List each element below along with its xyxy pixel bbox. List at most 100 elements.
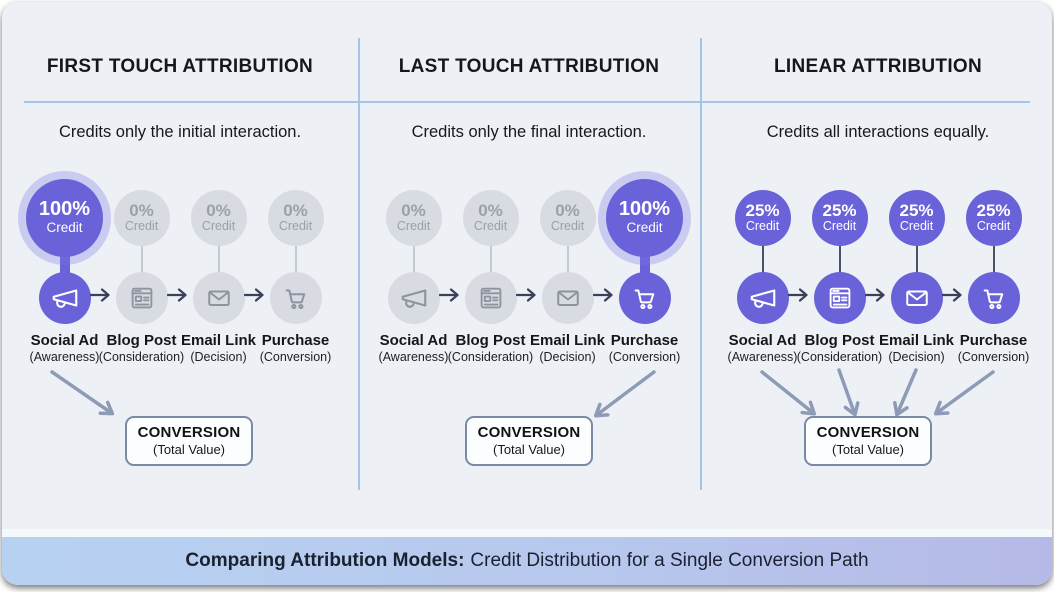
right-arrow-icon — [167, 288, 187, 302]
stage-label: (Conversion) — [957, 350, 1030, 364]
conversion-arrows — [760, 368, 995, 417]
right-arrow-icon — [942, 288, 962, 302]
connector-line — [992, 246, 995, 280]
connector-line — [489, 246, 492, 280]
footer-caption-bar: Comparing Attribution Models: Credit Dis… — [2, 537, 1052, 585]
blog-post-icon — [115, 272, 168, 324]
credit-badge: 100% Credit — [26, 179, 103, 257]
title-underline — [24, 101, 1030, 103]
credit-value: 0% — [129, 200, 154, 220]
stage-label: (Awareness) — [727, 350, 798, 364]
channel-label: Email Link — [878, 332, 955, 349]
stage-label: (Conversion) — [608, 350, 681, 364]
megaphone-icon — [736, 272, 789, 324]
channel-label: Social Ad — [379, 332, 448, 349]
credit-label: Credit — [396, 219, 431, 234]
channel-label: Purchase — [959, 332, 1028, 349]
channel-label: Purchase — [261, 332, 330, 349]
cart-icon — [269, 272, 322, 324]
connector-line — [140, 246, 143, 280]
column-subtitle: Credits all interactions equally. — [766, 123, 990, 141]
channel-label: Blog Post — [804, 332, 875, 349]
email-icon — [541, 272, 594, 324]
right-arrow-icon — [865, 288, 885, 302]
footer-gap-strip — [2, 529, 1052, 537]
conversion-box: CONVERSION (Total Value) — [11, 416, 367, 466]
funnel-stage-email-link: 0% Credit Email Link (Decision) — [529, 182, 613, 364]
connector-line — [566, 246, 569, 280]
credit-badge: 0% Credit — [462, 190, 519, 246]
credit-label: Credit — [745, 219, 780, 234]
credit-label: Credit — [899, 219, 934, 234]
column-title: LAST TOUCH ATTRIBUTION — [398, 56, 660, 77]
credit-badge: 25% Credit — [965, 190, 1022, 246]
credit-value: 0% — [478, 200, 503, 220]
connector-line — [761, 246, 764, 280]
channel-label: Blog Post — [106, 332, 177, 349]
stage-label: (Decision) — [888, 350, 945, 364]
credit-value: 0% — [283, 200, 308, 220]
connector-line — [838, 246, 841, 280]
funnel-stage-social-ad: 100% Credit Social Ad (Awareness) — [26, 179, 110, 364]
column-subtitle: Credits only the initial interaction. — [58, 123, 302, 141]
credit-label: Credit — [626, 220, 663, 236]
funnel-stage-email-link: 25% Credit Email Link (Decision) — [878, 182, 962, 364]
credit-label: Credit — [976, 219, 1011, 234]
credit-value: 100% — [38, 198, 91, 221]
funnel-row: 0% Credit Social Ad (Awareness) 0% Credi… — [358, 179, 700, 364]
cart-icon — [967, 272, 1020, 324]
footer-caption-bold: Comparing Attribution Models: — [185, 550, 465, 571]
funnel-stage-purchase: 0% Credit Purchase (Conversion) — [257, 182, 334, 364]
connector-line — [217, 246, 220, 280]
funnel-stage-blog-post: 0% Credit Blog Post (Consideration) — [99, 182, 187, 364]
funnel-stage-purchase: 25% Credit Purchase (Conversion) — [955, 182, 1032, 364]
column-divider — [700, 38, 702, 490]
credit-label: Credit — [822, 219, 857, 234]
conversion-title: CONVERSION — [137, 424, 241, 441]
credit-badge: 25% Credit — [888, 190, 945, 246]
credit-badge: 0% Credit — [113, 190, 170, 246]
column-title: FIRST TOUCH ATTRIBUTION — [46, 56, 314, 77]
conversion-arrow — [50, 370, 115, 416]
credit-badge: 0% Credit — [267, 190, 324, 246]
channel-label: Social Ad — [30, 332, 99, 349]
footer-caption-rest: Credit Distribution for a Single Convers… — [470, 550, 869, 571]
credit-badge: 0% Credit — [539, 190, 596, 246]
right-arrow-icon — [788, 288, 808, 302]
credit-label: Credit — [201, 219, 236, 234]
megaphone-icon — [387, 272, 440, 324]
funnel-stage-email-link: 0% Credit Email Link (Decision) — [180, 182, 264, 364]
stage-label: (Consideration) — [98, 350, 185, 364]
credit-badge: 25% Credit — [734, 190, 791, 246]
channel-label: Purchase — [610, 332, 679, 349]
blog-post-icon — [464, 272, 517, 324]
credit-value: 25% — [822, 200, 857, 220]
connector-line — [59, 240, 70, 286]
cart-icon — [618, 272, 671, 324]
channel-label: Email Link — [529, 332, 606, 349]
blog-post-icon — [813, 272, 866, 324]
channel-label: Social Ad — [728, 332, 797, 349]
connector-line — [639, 240, 650, 286]
credit-value: 0% — [401, 200, 426, 220]
credit-value: 25% — [899, 200, 934, 220]
funnel-row: 25% Credit Social Ad (Awareness) 25% Cre… — [700, 182, 1052, 364]
credit-label: Credit — [278, 219, 313, 234]
right-arrow-icon — [244, 288, 264, 302]
stage-label: (Consideration) — [796, 350, 883, 364]
credit-badge: 100% Credit — [606, 179, 683, 257]
connector-line — [412, 246, 415, 280]
channel-label: Blog Post — [455, 332, 526, 349]
stage-label: (Decision) — [190, 350, 247, 364]
credit-value: 0% — [555, 200, 580, 220]
connector-line — [915, 246, 918, 280]
credit-value: 25% — [745, 200, 780, 220]
stage-label: (Conversion) — [259, 350, 332, 364]
credit-badge: 0% Credit — [190, 190, 247, 246]
stage-label: (Decision) — [539, 350, 596, 364]
column-first-touch: FIRST TOUCH ATTRIBUTION Credits only the… — [2, 2, 358, 532]
credit-label: Credit — [124, 219, 159, 234]
column-subtitle: Credits only the final interaction. — [411, 123, 647, 141]
credit-label: Credit — [46, 220, 83, 236]
